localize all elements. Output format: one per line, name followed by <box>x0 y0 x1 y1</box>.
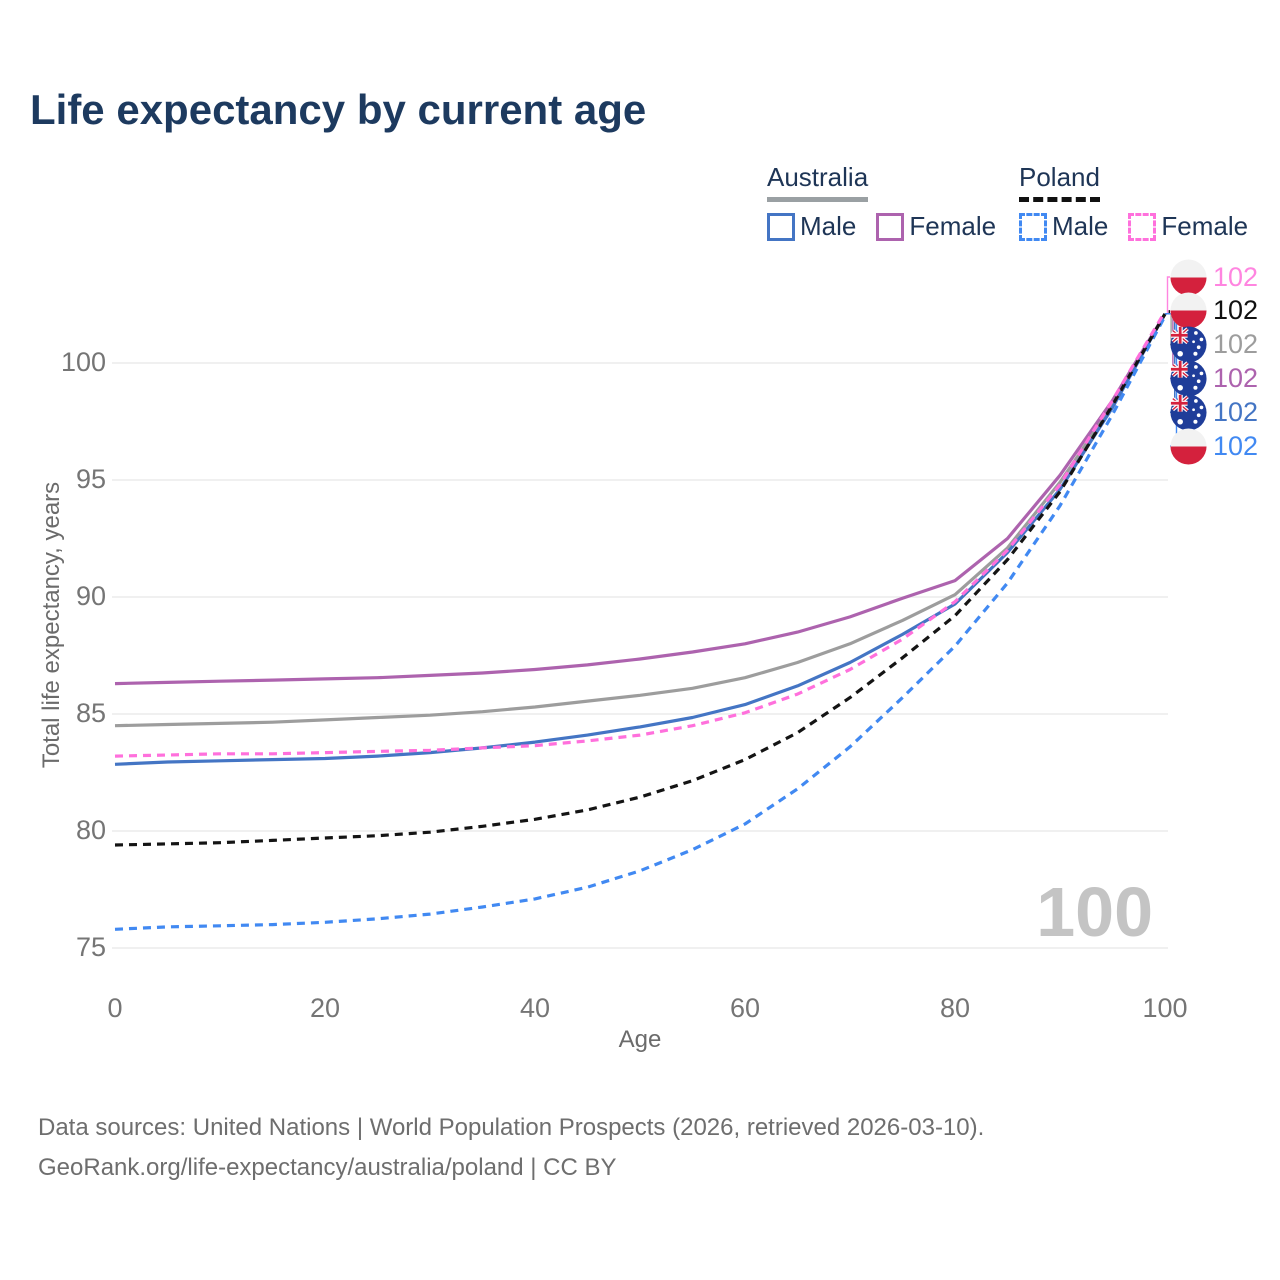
end-value-text: 102 <box>1213 396 1259 427</box>
australia-flag-icon <box>1170 360 1207 397</box>
legend-australia-female-label: Female <box>909 211 997 241</box>
x-tick-label: 80 <box>939 993 971 1023</box>
legend-poland-heading: Poland <box>1019 162 1100 202</box>
legend-australia-heading: Australia <box>767 162 869 202</box>
x-tick-label: 20 <box>309 993 341 1023</box>
x-tick-label: 40 <box>519 993 551 1023</box>
legend-group-poland: Poland Male Female <box>1019 162 1268 242</box>
end-value-label-poland-female: 102 <box>1170 258 1259 296</box>
poland-flag-icon <box>1170 427 1207 465</box>
x-tick-label: 100 <box>1142 993 1188 1023</box>
footer: Data sources: United Nations | World Pop… <box>38 1108 984 1188</box>
end-value-text: 102 <box>1213 430 1259 461</box>
x-tick-label: 0 <box>107 993 123 1023</box>
end-value-label-australia-both-sexes: 102 <box>1170 326 1258 363</box>
series-line-poland-male <box>114 315 1167 931</box>
series-line-australia-female <box>114 313 1167 686</box>
x-tick-label: 60 <box>729 993 761 1023</box>
y-tick-label: 90 <box>75 581 106 611</box>
end-value-label-australia-female: 102 <box>1170 360 1258 397</box>
legend-australia-male-label: Male <box>800 211 857 241</box>
series-line-poland-both-sexes <box>114 313 1167 847</box>
series-line-australia-both-sexes <box>114 313 1167 728</box>
series-line-poland-female <box>114 310 1167 758</box>
australia-flag-icon <box>1170 394 1207 431</box>
end-value-label-poland-male: 102 <box>1170 427 1259 465</box>
footer-data-sources: Data sources: United Nations | World Pop… <box>38 1114 985 1141</box>
legend-group-australia: Australia Male Female <box>767 162 1016 242</box>
series-line-australia-male <box>114 313 1167 766</box>
legend-poland-male-label: Male <box>1052 211 1109 241</box>
poland-female-swatch-icon <box>1128 212 1157 241</box>
y-tick-label: 85 <box>75 698 106 728</box>
end-value-text: 102 <box>1213 329 1259 360</box>
legend-poland-female-label: Female <box>1161 211 1249 241</box>
australia-flag-icon <box>1170 326 1207 363</box>
y-tick-label: 80 <box>75 815 106 845</box>
end-value-text: 102 <box>1213 362 1259 393</box>
poland-male-swatch-icon <box>1019 212 1047 241</box>
y-tick-label: 75 <box>75 932 106 962</box>
poland-flag-icon <box>1170 258 1207 296</box>
y-tick-label: 95 <box>75 464 106 494</box>
footer-attribution: GeoRank.org/life-expectancy/australia/po… <box>38 1154 617 1181</box>
end-value-label-poland-both-sexes: 102 <box>1170 292 1258 329</box>
end-value-text: 102 <box>1213 261 1259 292</box>
australia-female-swatch-icon <box>876 212 905 241</box>
y-tick-label: 100 <box>60 347 106 377</box>
end-value-text: 102 <box>1213 295 1259 326</box>
current-age-watermark: 100 <box>1036 873 1153 951</box>
page-title: Life expectancy by current age <box>30 86 647 133</box>
end-value-label-australia-male: 102 <box>1170 394 1258 431</box>
poland-flag-icon <box>1170 292 1207 329</box>
x-axis-title: Age <box>618 1026 662 1053</box>
australia-male-swatch-icon <box>767 212 795 241</box>
